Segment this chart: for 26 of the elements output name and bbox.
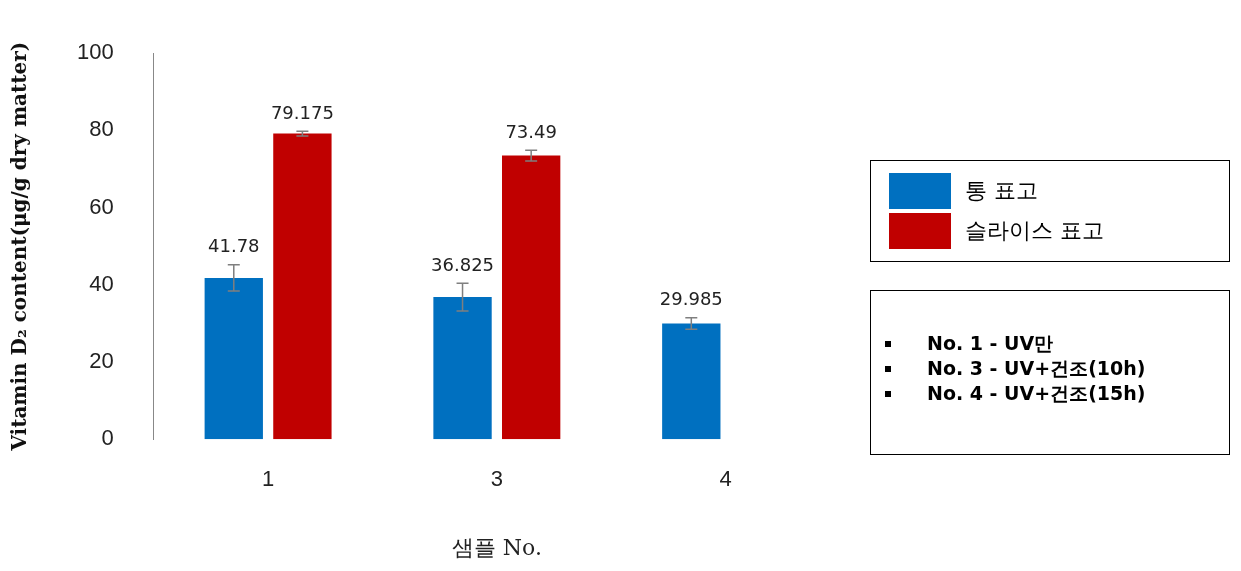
y-tick-label: 20 — [89, 348, 114, 374]
text: No. 1 - UV만 — [927, 331, 1054, 356]
x-tick-label: 3 — [490, 466, 503, 492]
bar — [204, 277, 263, 440]
text: No. 4 - UV+건조(15h) — [927, 381, 1146, 406]
bar — [433, 297, 492, 440]
data-label: 36.825 — [431, 253, 495, 275]
legend-label: 슬라이스 표고 — [965, 217, 1104, 245]
y-axis-title: Vitamin D₂ content(μg/g dry matter) — [7, 41, 32, 452]
x-axis-title: 샘플 No. — [451, 534, 542, 560]
legend-label: 통 표고 — [965, 177, 1038, 205]
bar — [502, 155, 561, 440]
y-tick-label: 40 — [89, 270, 114, 296]
bar — [273, 133, 332, 440]
y-tick-label: 80 — [89, 116, 114, 142]
data-label: 79.175 — [270, 101, 334, 123]
x-tick-label: 1 — [261, 466, 275, 492]
y-tick-label: 100 — [76, 39, 114, 65]
text: No. 3 - UV+건조(10h) — [927, 356, 1146, 381]
data-label: 29.985 — [659, 288, 723, 310]
bar — [662, 323, 721, 440]
x-tick-label: 4 — [719, 466, 732, 492]
data-label: 41.78 — [208, 235, 260, 257]
y-tick-label: 60 — [89, 193, 114, 219]
y-tick-label: 0 — [101, 425, 114, 451]
data-label: 73.49 — [505, 120, 557, 142]
